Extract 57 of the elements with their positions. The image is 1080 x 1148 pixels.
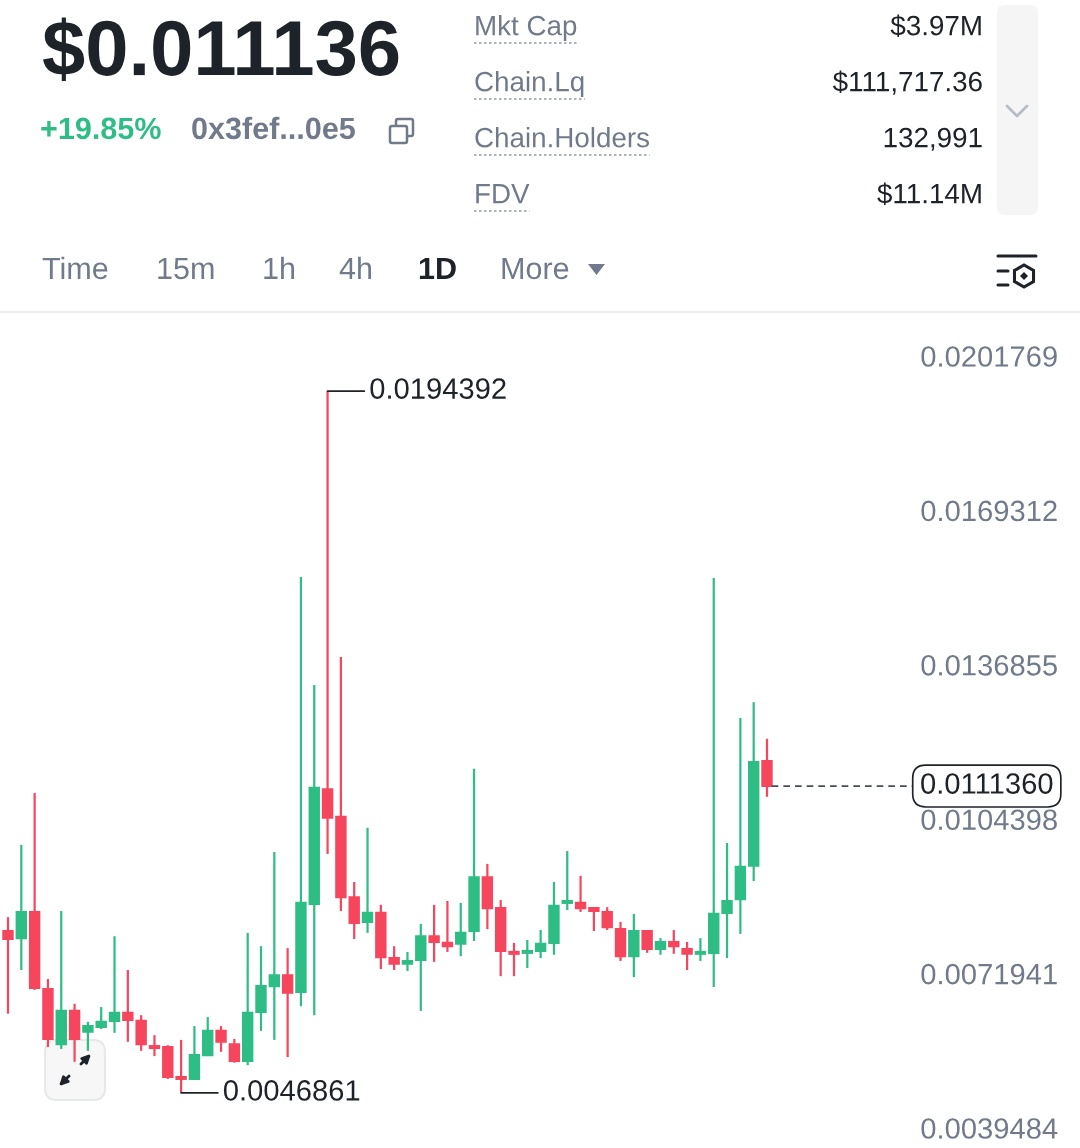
text: $111,717.36: [832, 70, 982, 95]
text: 132,991: [884, 127, 982, 151]
text: 4h: [339, 256, 371, 279]
candlestick: [148, 1034, 161, 1058]
text: Chain.Holders: [475, 127, 650, 148]
y-tick-label: 0.0136855: [921, 655, 1057, 676]
candlestick: [455, 901, 467, 958]
ref-line-label: 0.0111360: [921, 773, 1053, 794]
y-tick-label: 0.0104398: [921, 809, 1057, 831]
y-tick-label: 0.0071941: [921, 963, 1057, 985]
chart-title: $0.011136: [43, 17, 399, 81]
candlestick: [668, 928, 680, 955]
candlestick: [508, 941, 520, 978]
text: +19.85%: [41, 117, 161, 140]
text: FDV: [476, 184, 530, 204]
candlestick: [188, 1025, 201, 1081]
candlestick: [588, 906, 600, 933]
candlestick: [521, 938, 534, 970]
candlestick: [641, 928, 653, 954]
candlestick: [321, 389, 334, 856]
candlestick: [175, 1038, 187, 1095]
text: More: [502, 257, 569, 280]
candlestick: [441, 899, 454, 954]
candlestick: [708, 576, 720, 989]
candlestick: [574, 874, 587, 914]
text: 1h: [264, 256, 294, 279]
candlestick: [82, 1020, 94, 1052]
candlestick: [95, 1005, 107, 1031]
candlestick: [721, 841, 733, 960]
candlestick: [215, 1025, 227, 1053]
candlestick: [561, 849, 573, 912]
y-tick-label: 0.0039484: [921, 1118, 1058, 1139]
y-tick-label: 0.0201769: [921, 346, 1057, 367]
candlestick: [534, 928, 547, 960]
text: 15m: [158, 257, 214, 280]
candlestick: [401, 950, 414, 973]
text: Chain.Lq: [475, 71, 584, 97]
candlestick: [361, 826, 374, 934]
text: Mkt Cap: [476, 15, 577, 41]
annotation: 0.0046861: [223, 1080, 360, 1101]
text: $11.14M: [877, 182, 981, 206]
text: 1D: [419, 257, 456, 279]
candlestick: [601, 906, 613, 932]
candlestick: [428, 903, 440, 964]
text: 0x3fef...0e5: [192, 116, 355, 140]
annotation: 0.0194392: [370, 378, 506, 399]
candlestick: [415, 922, 427, 1013]
text: $3.97M: [890, 14, 981, 38]
candlestick: [281, 947, 294, 1059]
candlestick: [694, 937, 707, 963]
candlestick: [2, 916, 14, 1015]
y-tick-label: 0.0169312: [921, 500, 1057, 522]
text: Time: [42, 256, 108, 280]
candlestick: [681, 940, 693, 972]
candlestick: [108, 935, 121, 1034]
candlestick: [228, 1037, 241, 1064]
candlestick: [268, 850, 281, 1042]
